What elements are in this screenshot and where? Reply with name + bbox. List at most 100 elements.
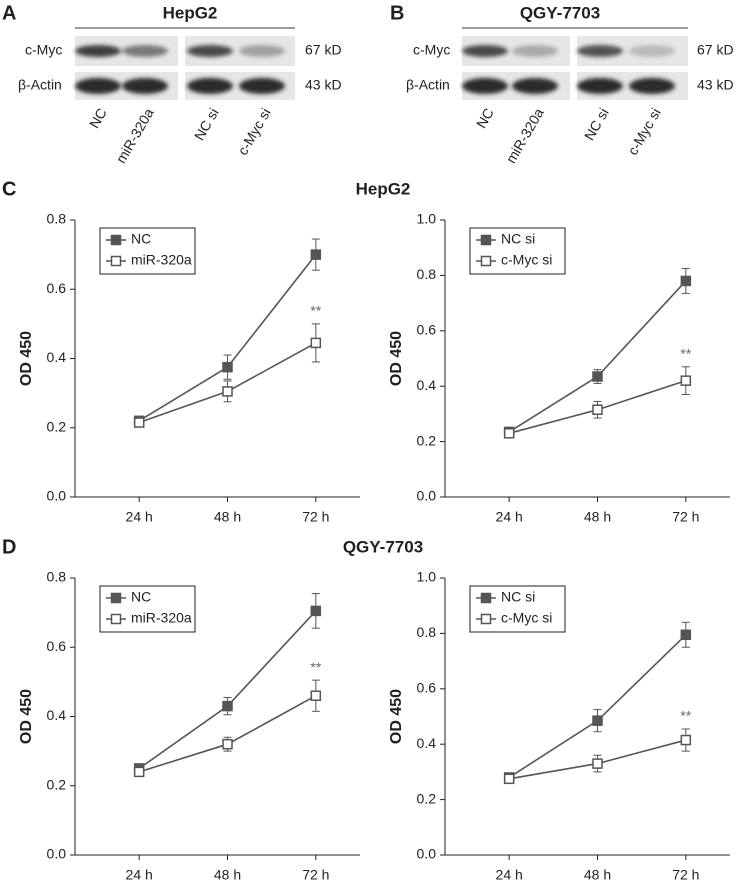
lane-label: NC si	[581, 105, 612, 143]
y-tick-label: 0.0	[47, 846, 67, 862]
blot-size-label: 67 kD	[697, 42, 734, 58]
y-tick-label: 0.2	[417, 790, 437, 806]
lane-label: miR-320a	[113, 105, 157, 166]
y-tick-label: 0.4	[417, 735, 437, 751]
blot-band	[577, 45, 623, 57]
section-title: HepG2	[356, 179, 411, 198]
y-tick-label: 0.0	[47, 488, 67, 504]
blot-size-label: 67 kD	[305, 42, 342, 58]
annotation: **	[680, 346, 691, 362]
blot-band	[629, 78, 675, 94]
legend-marker	[480, 255, 492, 267]
legend-label: NC	[131, 589, 151, 605]
legend-marker	[480, 592, 492, 604]
annotation: **	[680, 708, 691, 724]
blot-band	[122, 45, 168, 57]
x-tick-label: 72 h	[302, 509, 329, 525]
lane-label: NC	[473, 105, 497, 131]
marker	[222, 361, 233, 373]
lane-label: NC	[86, 105, 110, 131]
blot-band	[75, 45, 121, 57]
y-tick-label: 0.4	[47, 349, 67, 365]
panel-letter: B	[390, 2, 404, 24]
marker	[503, 428, 515, 439]
legend-label: NC si	[501, 231, 535, 247]
y-tick-label: 0.6	[47, 280, 67, 296]
blot-band	[239, 78, 285, 94]
marker	[310, 690, 322, 701]
panel-letter: C	[2, 178, 16, 200]
legend-label: NC	[131, 231, 151, 247]
y-axis-label: OD 450	[18, 689, 35, 744]
legend-label: miR-320a	[131, 252, 192, 268]
x-tick-label: 72 h	[672, 867, 699, 880]
y-tick-label: 0.8	[417, 266, 437, 282]
marker	[680, 629, 692, 641]
y-tick-label: 0.8	[417, 624, 437, 640]
marker	[133, 417, 145, 428]
x-tick-label: 48 h	[214, 867, 241, 880]
panel-letter: D	[2, 536, 16, 558]
x-tick-label: 48 h	[584, 867, 611, 880]
y-axis-label: OD 450	[388, 331, 405, 386]
legend-marker	[480, 613, 492, 625]
x-tick-label: 48 h	[584, 509, 611, 525]
y-tick-label: 0.2	[47, 418, 67, 434]
y-tick-label: 0.8	[47, 211, 67, 227]
blot-band	[462, 45, 508, 57]
y-tick-label: 1.0	[417, 211, 437, 227]
blot-band	[629, 45, 675, 57]
y-tick-label: 0.4	[47, 707, 67, 723]
blot-band	[512, 78, 558, 94]
lane-label: miR-320a	[503, 105, 547, 166]
y-axis-label: OD 450	[388, 689, 405, 744]
annotation: **	[310, 659, 321, 675]
y-tick-label: 0.2	[417, 432, 437, 448]
marker	[592, 715, 603, 726]
marker	[222, 386, 233, 397]
y-tick-label: 0.0	[417, 488, 437, 504]
x-tick-label: 24 h	[496, 867, 523, 880]
marker	[592, 371, 603, 382]
blot-size-label: 43 kD	[697, 77, 734, 93]
blot-row-label: β-Actin	[406, 77, 450, 93]
legend-label: c-Myc si	[501, 610, 552, 626]
y-tick-label: 0.6	[417, 322, 437, 338]
blot-band	[75, 78, 121, 94]
marker	[133, 766, 145, 778]
marker	[222, 700, 233, 712]
marker	[680, 734, 692, 746]
x-tick-label: 24 h	[126, 509, 153, 525]
marker	[592, 758, 603, 769]
legend-label: c-Myc si	[501, 252, 552, 268]
blot-row-label: β-Actin	[18, 77, 62, 93]
x-tick-label: 48 h	[214, 509, 241, 525]
blot-band	[187, 78, 233, 94]
legend-label: miR-320a	[131, 610, 192, 626]
x-tick-label: 72 h	[672, 509, 699, 525]
blot-band	[239, 45, 285, 57]
y-tick-label: 0.8	[47, 569, 67, 585]
panel-letter: A	[2, 2, 16, 24]
y-axis-label: OD 450	[18, 331, 35, 386]
blot-size-label: 43 kD	[305, 77, 342, 93]
y-tick-label: 0.6	[417, 680, 437, 696]
blot-band	[512, 45, 558, 57]
y-tick-label: 1.0	[417, 569, 437, 585]
blot-row-label: c-Myc	[25, 42, 62, 58]
blot-band	[577, 78, 623, 94]
marker	[310, 605, 322, 617]
x-tick-label: 72 h	[302, 867, 329, 880]
blot-band	[187, 45, 233, 57]
blot-row-label: c-Myc	[413, 42, 450, 58]
y-tick-label: 0.0	[417, 846, 437, 862]
marker	[680, 275, 692, 287]
lane-label: c-Myc si	[624, 105, 664, 157]
section-title: QGY-7703	[343, 537, 423, 556]
y-tick-label: 0.6	[47, 638, 67, 654]
marker	[592, 404, 603, 415]
annotation: **	[310, 303, 321, 319]
blot-title: HepG2	[163, 3, 218, 22]
